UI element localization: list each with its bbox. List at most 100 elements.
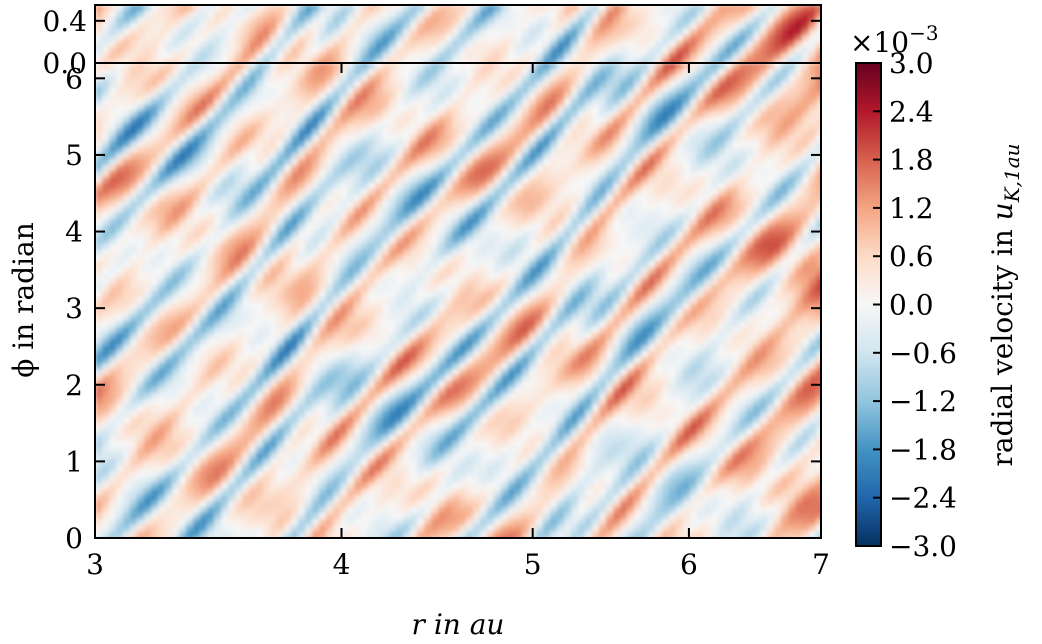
heatmap-cell [151,225,159,232]
heatmap-cell [767,117,775,124]
heatmap-cell [151,267,159,274]
heatmap-cell [137,231,145,238]
heatmap-cell [466,93,474,100]
heatmap-cell [515,29,523,36]
heatmap-cell [578,47,586,54]
heatmap-cell [291,59,299,63]
heatmap-cell [781,225,789,232]
heatmap-cell [508,81,516,88]
heatmap-cell [270,261,278,268]
heatmap-cell [725,255,733,262]
heatmap-cell [760,201,768,208]
heatmap-cell [382,153,390,160]
heatmap-cell [438,147,446,154]
heatmap-cell [172,273,180,280]
heatmap-cell [494,69,502,76]
heatmap-cell [732,171,740,178]
heatmap-cell [641,171,649,178]
heatmap-cell [214,47,222,54]
heatmap-cell [298,285,306,292]
heatmap-cell [788,11,796,18]
heatmap-cell [725,63,733,70]
heatmap-cell [690,153,698,160]
heatmap-cell [508,105,516,112]
heatmap-cell [557,117,565,124]
heatmap-cell [515,63,523,70]
heatmap-cell [340,17,348,24]
heatmap-cell [529,261,537,268]
heatmap-cell [382,63,390,70]
heatmap-cell [578,159,586,166]
heatmap-cell [669,171,677,178]
heatmap-cell [767,41,775,48]
heatmap-cell [151,75,159,82]
heatmap-cell [753,129,761,136]
heatmap-cell [403,75,411,82]
heatmap-cell [718,177,726,184]
heatmap-cell [158,159,166,166]
heatmap-cell [466,81,474,88]
heatmap-cell [116,111,124,118]
heatmap-cell [515,171,523,178]
heatmap-cell [235,129,243,136]
heatmap-cell [263,159,271,166]
heatmap-cell [109,243,117,250]
heatmap-cell [165,105,173,112]
heatmap-cell [207,225,215,232]
heatmap-cell [802,207,810,214]
heatmap-cell [403,285,411,292]
heatmap-cell [802,279,810,286]
heatmap-cell [676,75,684,82]
heatmap-cell [151,17,159,24]
heatmap-cell [592,123,600,130]
heatmap-cell [396,255,404,262]
heatmap-cell [361,159,369,166]
heatmap-cell [319,231,327,238]
heatmap-cell [410,279,418,286]
heatmap-cell [235,267,243,274]
heatmap-cell [613,29,621,36]
heatmap-cell [557,231,565,238]
heatmap-cell [592,129,600,136]
heatmap-cell [739,171,747,178]
heatmap-cell [326,231,334,238]
heatmap-cell [214,255,222,262]
heatmap-cell [676,5,684,12]
heatmap-cell [753,29,761,36]
heatmap-cell [802,159,810,166]
heatmap-cell [396,273,404,280]
heatmap-cell [417,141,425,148]
heatmap-cell [340,81,348,88]
heatmap-cell [172,41,180,48]
heatmap-cell [676,23,684,30]
heatmap-cell [753,99,761,106]
heatmap-cell [732,69,740,76]
heatmap-cell [333,11,341,18]
heatmap-cell [431,141,439,148]
heatmap-cell [452,255,460,262]
heatmap-cell [599,177,607,184]
heatmap-cell [515,141,523,148]
heatmap-cell [333,23,341,30]
heatmap-cell [130,63,138,70]
heatmap-cell [543,135,551,142]
heatmap-cell [214,129,222,136]
heatmap-cell [627,53,635,60]
heatmap-cell [375,249,383,256]
heatmap-cell [158,273,166,280]
heatmap-cell [452,201,460,208]
heatmap-cell [326,5,334,12]
heatmap-cell [599,261,607,268]
heatmap-cell [599,159,607,166]
heatmap-cell [242,5,250,12]
heatmap-cell [480,285,488,292]
heatmap-cell [718,41,726,48]
heatmap-cell [676,141,684,148]
heatmap-cell [228,99,236,106]
heatmap-cell [585,171,593,178]
heatmap-cell [137,225,145,232]
heatmap-cell [172,129,180,136]
heatmap-cell [179,255,187,262]
heatmap-cell [795,249,803,256]
heatmap-cell [662,117,670,124]
